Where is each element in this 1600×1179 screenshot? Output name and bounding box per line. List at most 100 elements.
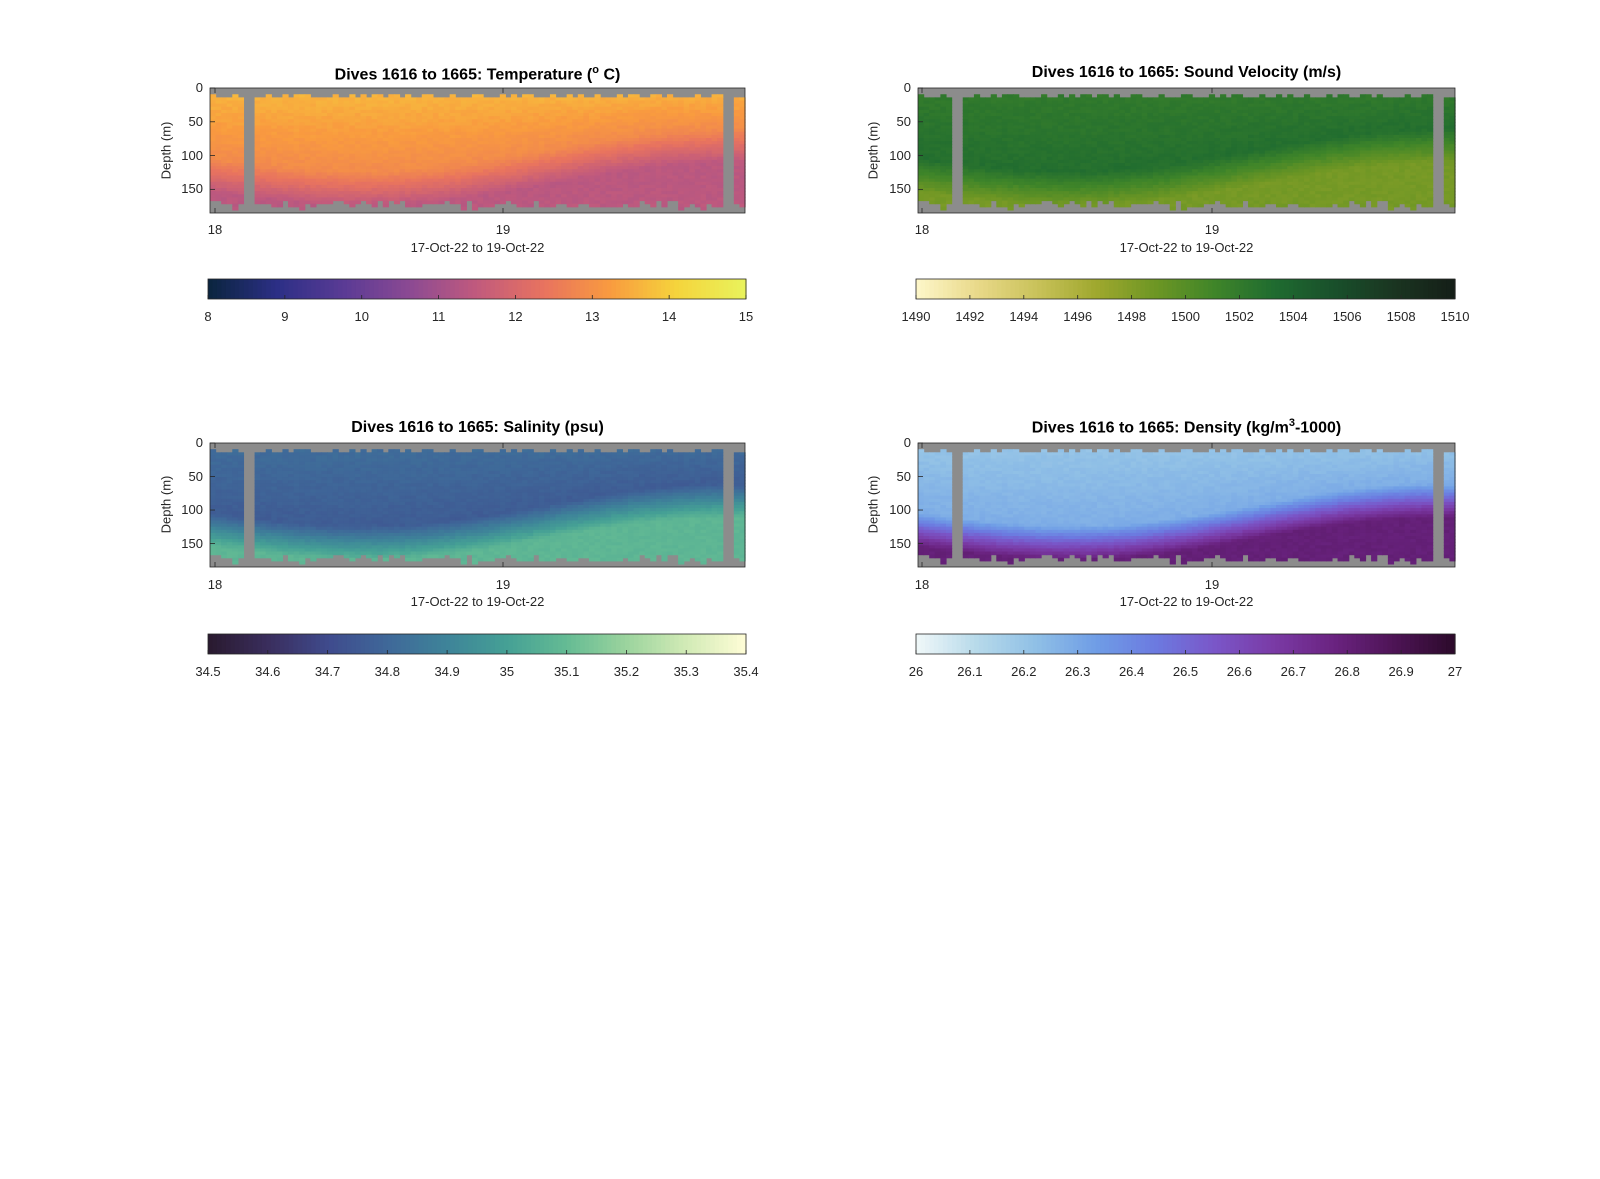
sound-velocity-cell bbox=[1147, 188, 1154, 192]
temperature-cell bbox=[282, 141, 289, 145]
temperature-cell bbox=[544, 144, 551, 148]
sound-velocity-cell bbox=[918, 119, 925, 123]
temperature-cell bbox=[605, 203, 612, 208]
sound-velocity-cell bbox=[1018, 125, 1025, 130]
temperature-cell bbox=[544, 128, 551, 133]
temperature-cell bbox=[516, 119, 523, 123]
temperature-colorbar-segment bbox=[665, 279, 671, 299]
sound-velocity-cell bbox=[1074, 200, 1081, 205]
temperature-cell bbox=[460, 147, 467, 152]
temperature-cell bbox=[527, 131, 534, 136]
temperature-cell bbox=[421, 106, 428, 111]
temperature-cell bbox=[538, 178, 545, 183]
temperature-cell bbox=[733, 159, 741, 164]
temperature-colorbar-segment bbox=[566, 279, 572, 299]
temperature-cell bbox=[583, 97, 590, 102]
sound-velocity-cell bbox=[1018, 138, 1025, 142]
sound-velocity-cell bbox=[990, 181, 997, 186]
temperature-cell bbox=[371, 147, 378, 152]
temperature-cell bbox=[321, 172, 328, 177]
temperature-cell bbox=[622, 125, 629, 130]
temperature-cell bbox=[655, 175, 662, 180]
sound-velocity-cell bbox=[1186, 166, 1193, 170]
sound-velocity-cell bbox=[1113, 156, 1120, 161]
temperature-cell bbox=[449, 100, 456, 105]
temperature-cell bbox=[739, 147, 746, 152]
sound-velocity-cell bbox=[1063, 178, 1070, 183]
temperature-cell bbox=[650, 200, 657, 205]
temperature-cell bbox=[627, 131, 635, 136]
temperature-cell bbox=[471, 159, 479, 164]
sound-velocity-cell bbox=[1091, 166, 1098, 170]
temperature-cell bbox=[276, 113, 284, 117]
temperature-cell bbox=[321, 100, 328, 105]
sound-velocity-cell bbox=[1124, 172, 1132, 177]
sound-velocity-cell bbox=[940, 184, 947, 189]
sound-velocity-cell bbox=[973, 169, 981, 173]
sound-velocity-cell bbox=[990, 172, 997, 177]
temperature-cell bbox=[583, 138, 590, 142]
temperature-cell bbox=[304, 181, 311, 186]
temperature-cell bbox=[717, 200, 724, 205]
temperature-cell bbox=[371, 172, 378, 177]
temperature-cell bbox=[488, 147, 495, 152]
temperature-cell bbox=[694, 103, 702, 108]
temperature-cell bbox=[388, 116, 395, 120]
temperature-cell bbox=[533, 131, 540, 136]
temperature-cell bbox=[717, 191, 724, 195]
temperature-colorbar-segment bbox=[436, 279, 442, 299]
temperature-cell bbox=[237, 191, 245, 195]
sound-velocity-cell bbox=[1152, 188, 1160, 192]
temperature-cell bbox=[282, 94, 289, 98]
temperature-cell bbox=[371, 119, 378, 123]
temperature-colorbar-segment bbox=[494, 279, 501, 299]
sound-velocity-cell bbox=[1080, 94, 1087, 98]
sound-velocity-cell bbox=[1046, 134, 1053, 139]
temperature-cell bbox=[466, 109, 473, 114]
temperature-cell bbox=[455, 175, 462, 180]
temperature-cell bbox=[410, 138, 417, 142]
sound-velocity-cell bbox=[1175, 109, 1182, 114]
temperature-cell bbox=[276, 122, 284, 127]
sound-velocity-cell bbox=[1091, 97, 1098, 102]
sound-velocity-cell bbox=[1035, 128, 1042, 133]
temperature-cell bbox=[360, 194, 367, 198]
temperature-cell bbox=[488, 184, 495, 189]
sound-velocity-cell bbox=[1091, 191, 1098, 195]
temperature-cell bbox=[522, 94, 529, 98]
sound-velocity-cell bbox=[985, 100, 992, 105]
temperature-cell bbox=[672, 172, 679, 177]
temperature-cell bbox=[594, 150, 601, 155]
temperature-cell bbox=[332, 178, 339, 183]
sound-velocity-cell bbox=[1141, 122, 1148, 127]
temperature-cell bbox=[700, 203, 707, 208]
temperature-colorbar-segment bbox=[463, 279, 469, 299]
sound-velocity-cell bbox=[1097, 119, 1104, 123]
temperature-cell bbox=[594, 125, 601, 130]
temperature-cell bbox=[572, 172, 579, 177]
temperature-cell bbox=[666, 163, 674, 167]
temperature-cell bbox=[605, 184, 612, 189]
temperature-cell bbox=[366, 125, 373, 130]
sound-velocity-cell bbox=[1001, 172, 1009, 177]
temperature-cell bbox=[232, 100, 239, 105]
sound-velocity-cell bbox=[1180, 200, 1188, 205]
sound-velocity-cell bbox=[1136, 197, 1143, 202]
temperature-cell bbox=[622, 169, 629, 173]
temperature-cell bbox=[650, 153, 657, 158]
temperature-cell bbox=[488, 128, 495, 133]
sound-velocity-cell bbox=[929, 166, 936, 170]
sound-velocity-cell bbox=[1102, 169, 1109, 173]
temperature-cell bbox=[700, 103, 707, 108]
temperature-cell bbox=[655, 94, 662, 98]
sound-velocity-cell bbox=[1029, 150, 1037, 155]
temperature-colorbar-segment bbox=[382, 279, 388, 299]
temperature-cell bbox=[282, 184, 289, 189]
sound-velocity-cell bbox=[1001, 188, 1009, 192]
temperature-cell bbox=[666, 125, 674, 130]
temperature-cell bbox=[594, 97, 601, 102]
sound-velocity-cell bbox=[1186, 94, 1193, 98]
temperature-cell bbox=[510, 141, 518, 145]
temperature-cell bbox=[600, 159, 607, 164]
temperature-cell bbox=[488, 188, 495, 192]
